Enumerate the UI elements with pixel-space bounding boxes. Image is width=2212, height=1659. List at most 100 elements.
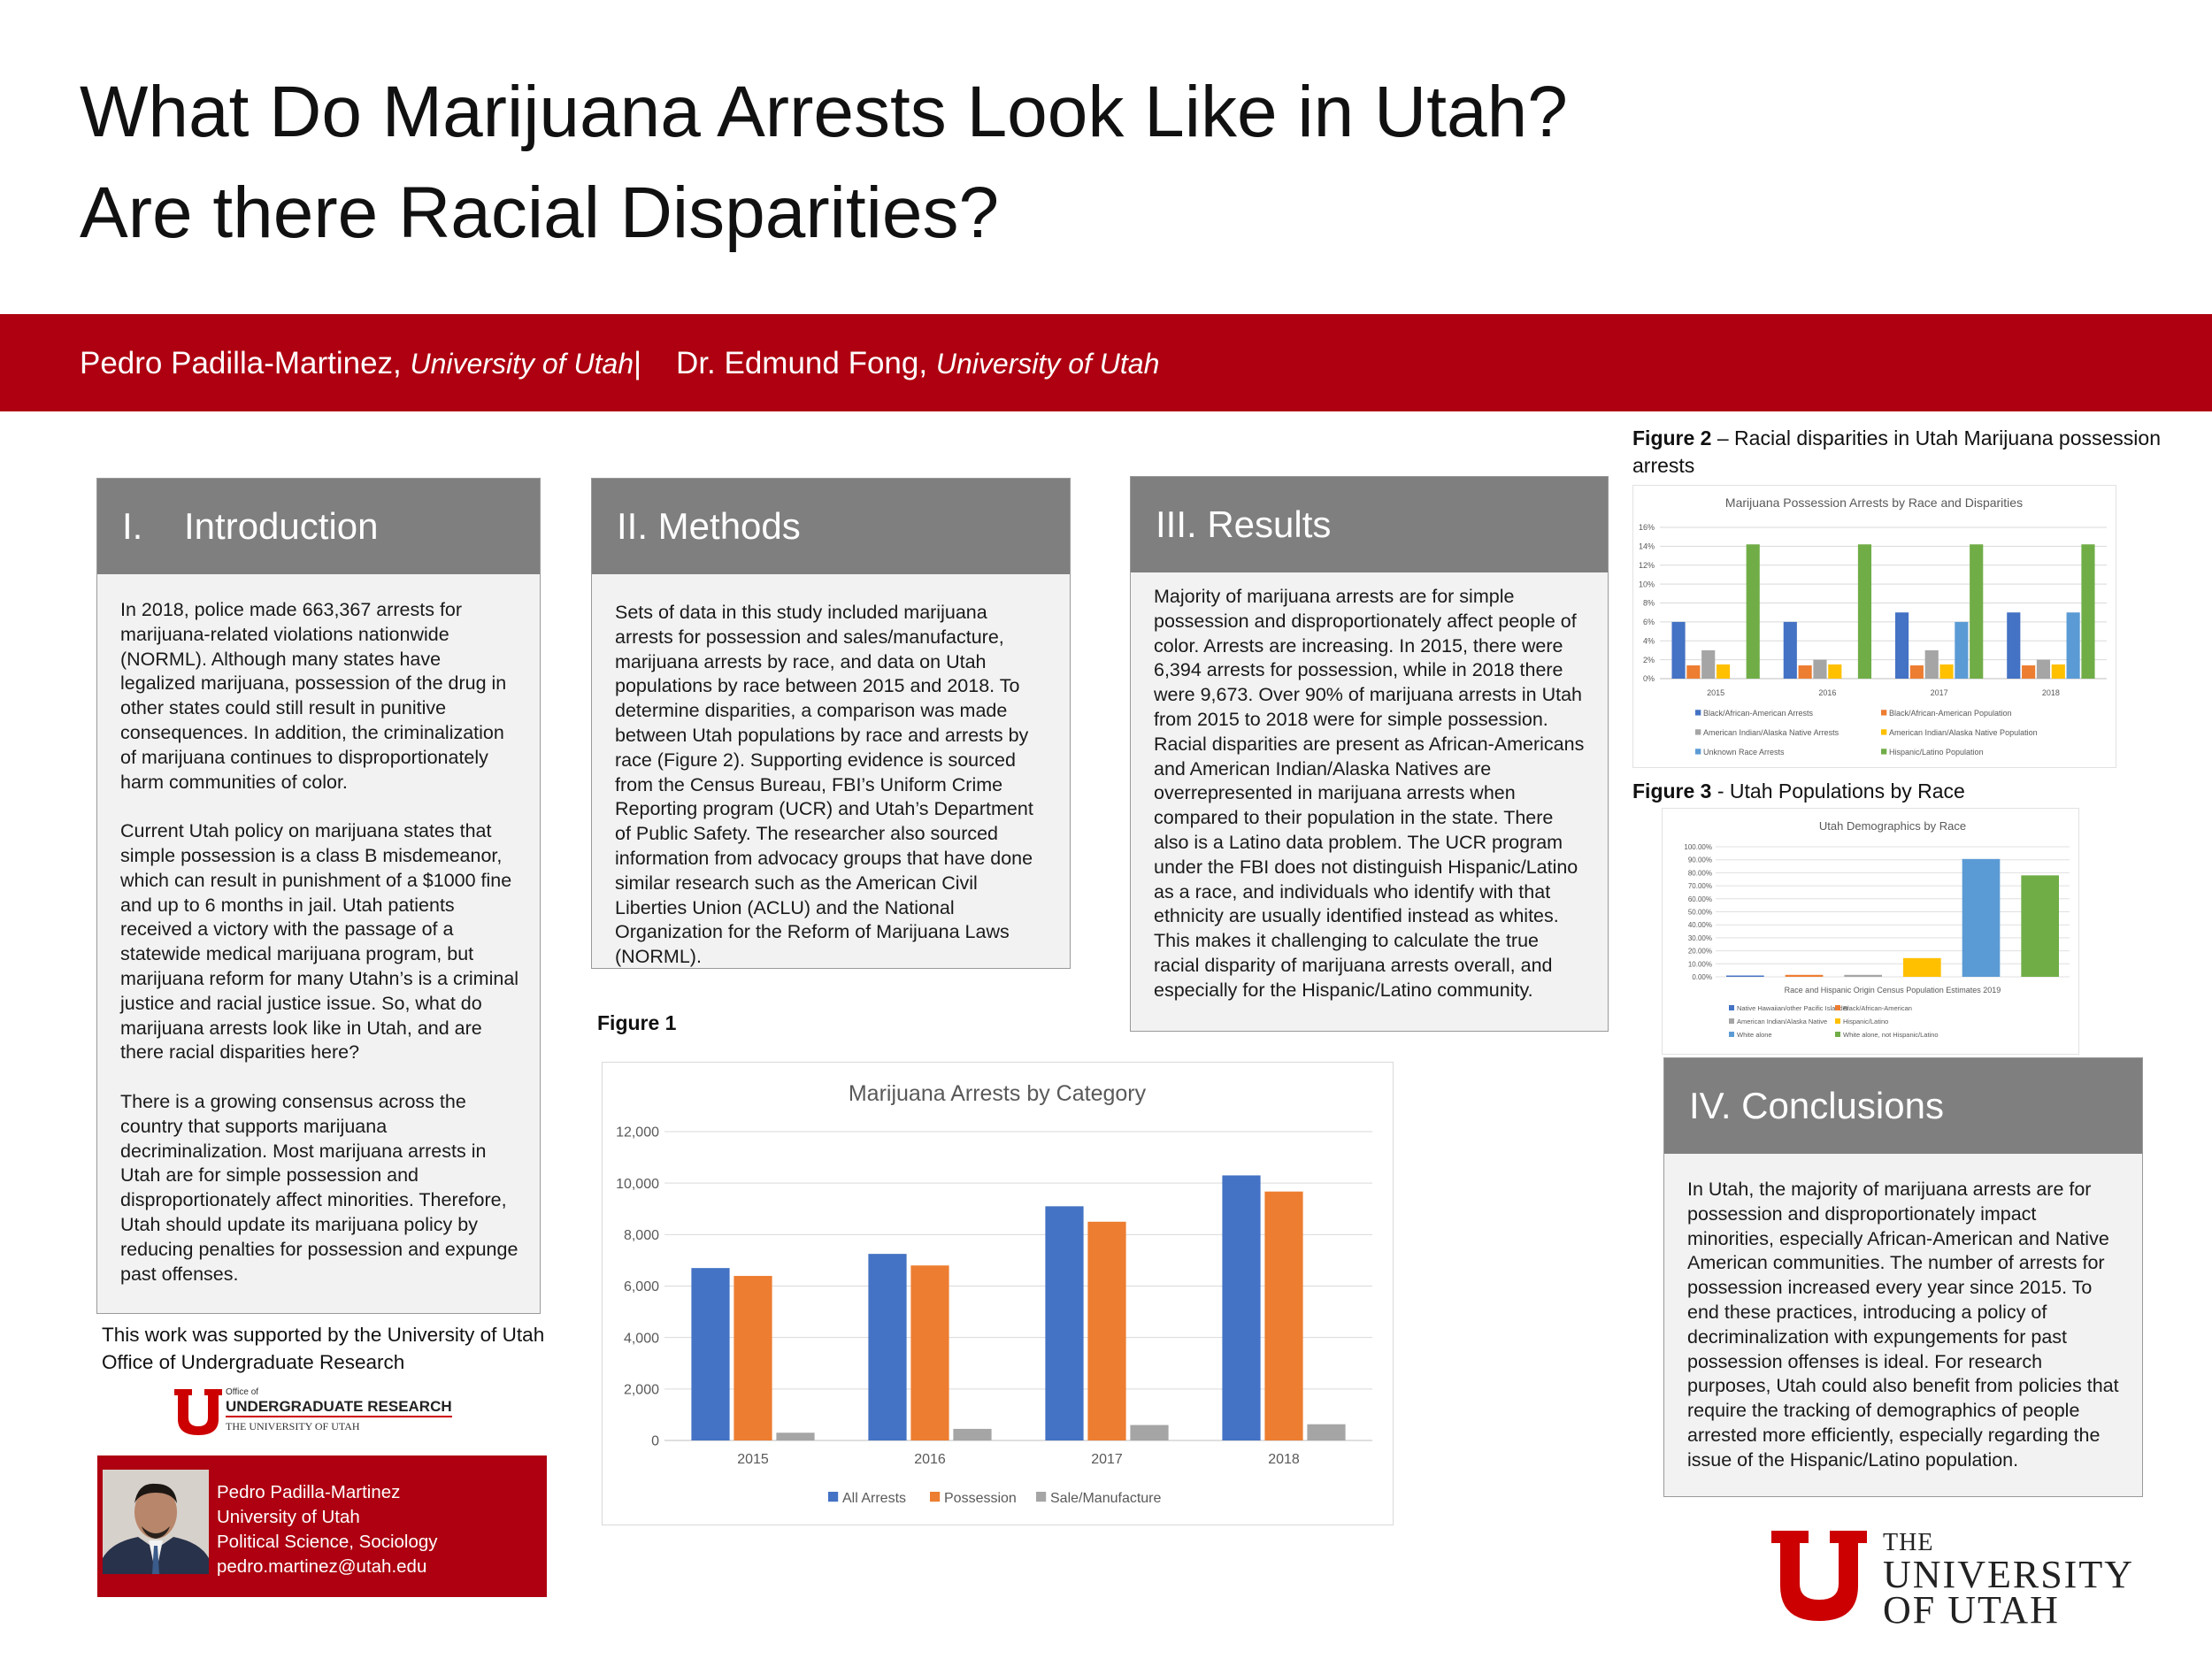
x-tick-label: 2017 <box>1091 1452 1123 1467</box>
legend-swatch <box>930 1492 941 1502</box>
x-tick-label: 2017 <box>1931 688 1948 697</box>
y-tick-label: 14% <box>1639 542 1655 551</box>
conclusions-heading: IV. Conclusions <box>1664 1058 2142 1154</box>
contact-info: Pedro Padilla-Martinez University of Uta… <box>217 1480 438 1579</box>
bar <box>1909 665 1924 679</box>
bar <box>1962 858 2001 977</box>
x-axis-label: Race and Hispanic Origin Census Populati… <box>1785 986 2001 995</box>
x-tick-label: 2018 <box>1268 1452 1300 1467</box>
bar <box>2051 664 2065 679</box>
introduction-heading: I. Introduction <box>97 479 540 574</box>
results-panel: III. Results Majority of marijuana arres… <box>1130 476 1609 1032</box>
chart-title: Marijuana Possession Arrests by Race and… <box>1725 495 2023 510</box>
bar <box>1844 974 1882 977</box>
person-icon <box>103 1470 209 1574</box>
chart-title: Marijuana Arrests by Category <box>849 1081 1147 1106</box>
figure3-chart-svg: Utah Demographics by Race 0.00% 10.00% 20.0… <box>1684 819 2070 1039</box>
our-logo-sub: THE UNIVERSITY OF UTAH <box>226 1420 360 1432</box>
y-tick-label: 10,000 <box>616 1177 659 1192</box>
contact-email[interactable]: pedro.martinez@utah.edu <box>217 1556 427 1577</box>
y-tick-label: 30.00% <box>1688 934 1712 942</box>
author2-affiliation: University of Utah <box>935 348 1160 380</box>
university-logo-line2: UNIVERSITY <box>1883 1553 2134 1596</box>
legend-label: Hispanic/Latino Population <box>1889 748 1984 757</box>
y-tick-label: 0% <box>1643 674 1655 683</box>
bar <box>1264 1191 1303 1440</box>
legend-label: Possession <box>944 1491 1017 1506</box>
bar <box>1746 544 1760 679</box>
legend-swatch <box>1695 729 1701 735</box>
university-logo-line3: OF UTAH <box>1883 1588 2060 1632</box>
author-separator: | <box>634 346 642 380</box>
legend-swatch <box>1036 1492 1047 1502</box>
figure3-label: Figure 3 <box>1632 780 1712 803</box>
y-tick-label: 2,000 <box>624 1382 659 1397</box>
bar <box>953 1428 992 1440</box>
author-bar: Pedro Padilla-Martinez, University of Ut… <box>0 314 2212 411</box>
y-tick-label: 2% <box>1643 656 1655 664</box>
author2-name: Dr. Edmund Fong, <box>676 346 928 380</box>
contact-card: Pedro Padilla-Martinez University of Uta… <box>97 1455 547 1597</box>
legend-label: White alone, not Hispanic/Latino <box>1843 1031 1939 1039</box>
legend-swatch <box>1835 1005 1840 1010</box>
legend-label: Native Hawaiian/other Pacific Islander <box>1737 1004 1849 1012</box>
conclusions-body: In Utah, the majority of marijuana arres… <box>1687 1179 2119 1471</box>
university-logo-line1: THE <box>1883 1529 1934 1556</box>
legend-label: White alone <box>1737 1031 1772 1039</box>
legend-label: Unknown Race Arrests <box>1703 748 1785 757</box>
legend-label: Black/African-American <box>1843 1004 1912 1012</box>
methods-panel: II. Methods Sets of data in this study i… <box>591 478 1071 969</box>
author-photo <box>103 1470 209 1574</box>
results-body: Majority of marijuana arrests are for si… <box>1154 586 1585 1001</box>
figure2-text: – Racial disparities in Utah Marijuana p… <box>1632 426 2161 477</box>
figure3-text: - Utah Populations by Race <box>1711 780 1965 803</box>
y-tick-label: 0 <box>651 1434 659 1449</box>
bar <box>1903 957 1941 977</box>
author-line: Pedro Padilla-Martinez, University of Ut… <box>80 346 1159 381</box>
legend-swatch <box>1881 749 1887 755</box>
figure2-caption: Figure 2 – Racial disparities in Utah Ma… <box>1632 425 2199 480</box>
poster-title: What Do Marijuana Arrests Look Like in U… <box>80 72 1568 253</box>
y-tick-label: 16% <box>1639 523 1655 532</box>
bar <box>2021 875 2059 977</box>
y-tick-label: 12% <box>1639 561 1655 570</box>
legend-swatch <box>1881 710 1887 716</box>
bar <box>1686 665 1701 679</box>
y-tick-label: 4,000 <box>624 1331 659 1346</box>
bar <box>2066 612 2080 679</box>
y-tick-label: 10% <box>1639 580 1655 588</box>
legend-swatch <box>1695 710 1701 716</box>
contact-name: Pedro Padilla-Martinez <box>217 1482 401 1502</box>
y-tick-label: 40.00% <box>1688 921 1712 929</box>
figure3-chart: Utah Demographics by Race 0.00% 10.00% 20.0… <box>1662 808 2079 1055</box>
chart-title: Utah Demographics by Race <box>1819 819 1966 833</box>
x-tick-label: 2016 <box>914 1452 946 1467</box>
bar <box>2007 612 2021 679</box>
our-logo-small: Office of <box>226 1387 259 1397</box>
support-statement: This work was supported by the Universit… <box>102 1324 545 1373</box>
bar <box>691 1268 730 1440</box>
bar <box>1222 1175 1261 1440</box>
y-tick-label: 20.00% <box>1688 948 1712 956</box>
legend-swatch <box>1881 729 1887 735</box>
legend-label: American Indian/Alaska Native Arrests <box>1703 728 1839 737</box>
figure1-chart-svg: Marijuana Arrests by Category 0 2,000 4,000… <box>616 1081 1372 1506</box>
legend-swatch <box>828 1492 839 1502</box>
bar <box>1716 664 1731 679</box>
bar <box>2081 544 2095 679</box>
y-tick-label: 50.00% <box>1688 909 1712 917</box>
figure1-chart: Marijuana Arrests by Category 0 2,000 4,000… <box>602 1062 1394 1525</box>
bar <box>2022 665 2036 679</box>
legend-label: Sale/Manufacture <box>1050 1491 1162 1506</box>
legend-swatch <box>1835 1032 1840 1037</box>
legend-swatch <box>1729 1005 1734 1010</box>
x-tick-label: 2015 <box>1707 688 1724 697</box>
figure2-chart-svg: Marijuana Possession Arrests by Race and… <box>1639 495 2107 757</box>
bar <box>1045 1206 1084 1440</box>
bar <box>1857 544 1872 679</box>
y-tick-label: 0.00% <box>1692 973 1712 981</box>
figure2-label: Figure 2 <box>1632 426 1712 449</box>
figure2-chart: Marijuana Possession Arrests by Race and… <box>1632 485 2116 768</box>
bar <box>1894 612 1909 679</box>
bar <box>1785 974 1824 977</box>
